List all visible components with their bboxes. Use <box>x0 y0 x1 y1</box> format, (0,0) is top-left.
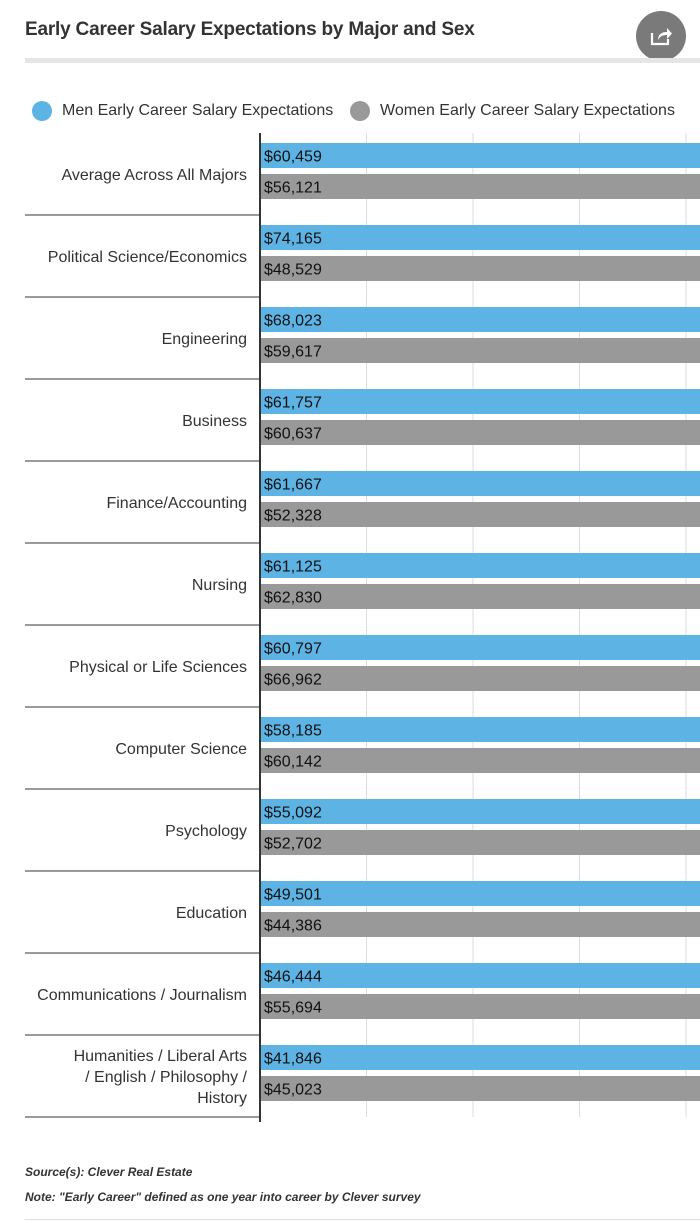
bar-women <box>260 338 700 363</box>
bar-men <box>260 225 700 250</box>
data-label-men: $60,459 <box>264 149 322 166</box>
legend-item-men[interactable]: Men Early Career Salary Expectations <box>32 101 333 121</box>
data-label-women: $44,386 <box>264 918 322 935</box>
bar-women <box>260 666 700 691</box>
data-label-women: $60,142 <box>264 754 322 771</box>
data-label-men: $68,023 <box>264 313 322 330</box>
data-label-men: $61,667 <box>264 477 322 494</box>
category-label: Nursing <box>192 577 247 594</box>
data-label-men: $58,185 <box>264 723 322 740</box>
category-label: Psychology <box>165 823 247 840</box>
chart-legend: Men Early Career Salary Expectations Wom… <box>0 101 700 125</box>
data-label-women: $55,694 <box>264 1000 322 1017</box>
category-label: Finance/Accounting <box>106 495 247 512</box>
data-label-women: $59,617 <box>264 344 322 361</box>
legend-item-women[interactable]: Women Early Career Salary Expectations <box>350 101 675 121</box>
data-label-men: $55,092 <box>264 805 322 822</box>
data-label-men: $61,125 <box>264 559 322 576</box>
data-label-men: $61,757 <box>264 395 322 412</box>
data-label-men: $74,165 <box>264 231 322 248</box>
category-label: Business <box>182 413 247 430</box>
bar-men <box>260 963 700 988</box>
bar-women <box>260 584 700 609</box>
legend-swatch-women <box>350 101 370 121</box>
category-label: Communications / Journalism <box>37 987 247 1004</box>
bar-men <box>260 307 700 332</box>
bar-men <box>260 799 700 824</box>
data-label-women: $48,529 <box>264 262 322 279</box>
footer-divider <box>25 1219 700 1220</box>
data-label-men: $41,846 <box>264 1051 322 1068</box>
chart-title: Early Career Salary Expectations by Majo… <box>25 19 475 40</box>
bar-women <box>260 420 700 445</box>
bar-men <box>260 471 700 496</box>
bar-women <box>260 830 700 855</box>
data-label-women: $66,962 <box>264 672 322 689</box>
bar-men <box>260 553 700 578</box>
category-label: Engineering <box>162 331 247 348</box>
bar-women <box>260 502 700 527</box>
survey-note: Note: "Early Career" defined as one year… <box>25 1190 421 1204</box>
data-label-women: $52,702 <box>264 836 322 853</box>
bar-men <box>260 717 700 742</box>
header-divider <box>25 58 700 63</box>
bar-chart: Average Across All Majors $60,459 $56,121 P… <box>25 133 700 1122</box>
bar-women <box>260 994 700 1019</box>
bar-men <box>260 635 700 660</box>
share-icon <box>650 28 672 46</box>
data-label-men: $49,501 <box>264 887 322 904</box>
bar-women <box>260 748 700 773</box>
legend-swatch-men <box>32 101 52 121</box>
bar-women <box>260 912 700 937</box>
legend-label-men: Men Early Career Salary Expectations <box>62 102 334 119</box>
category-label: Computer Science <box>115 741 247 758</box>
category-label: Humanities / Liberal Arts / English / Phi… <box>74 1048 248 1107</box>
category-label: Physical or Life Sciences <box>69 659 247 676</box>
bar-women <box>260 256 700 281</box>
category-label: Education <box>176 905 247 922</box>
category-label: Average Across All Majors <box>61 167 247 184</box>
data-label-men: $60,797 <box>264 641 322 658</box>
source-note: Source(s): Clever Real Estate <box>25 1165 193 1179</box>
bar-women <box>260 1076 700 1101</box>
legend-label-women: Women Early Career Salary Expectations <box>380 102 675 119</box>
bar-men <box>260 1045 700 1070</box>
data-label-men: $46,444 <box>264 969 322 986</box>
data-label-women: $52,328 <box>264 508 322 525</box>
data-label-women: $60,637 <box>264 426 322 443</box>
bar-men <box>260 389 700 414</box>
bar-men <box>260 143 700 168</box>
share-button[interactable] <box>636 11 686 61</box>
category-label: Political Science/Economics <box>48 249 247 266</box>
bar-women <box>260 174 700 199</box>
bar-men <box>260 881 700 906</box>
data-label-women: $56,121 <box>264 180 322 197</box>
data-label-women: $45,023 <box>264 1082 322 1099</box>
data-label-women: $62,830 <box>264 590 322 607</box>
